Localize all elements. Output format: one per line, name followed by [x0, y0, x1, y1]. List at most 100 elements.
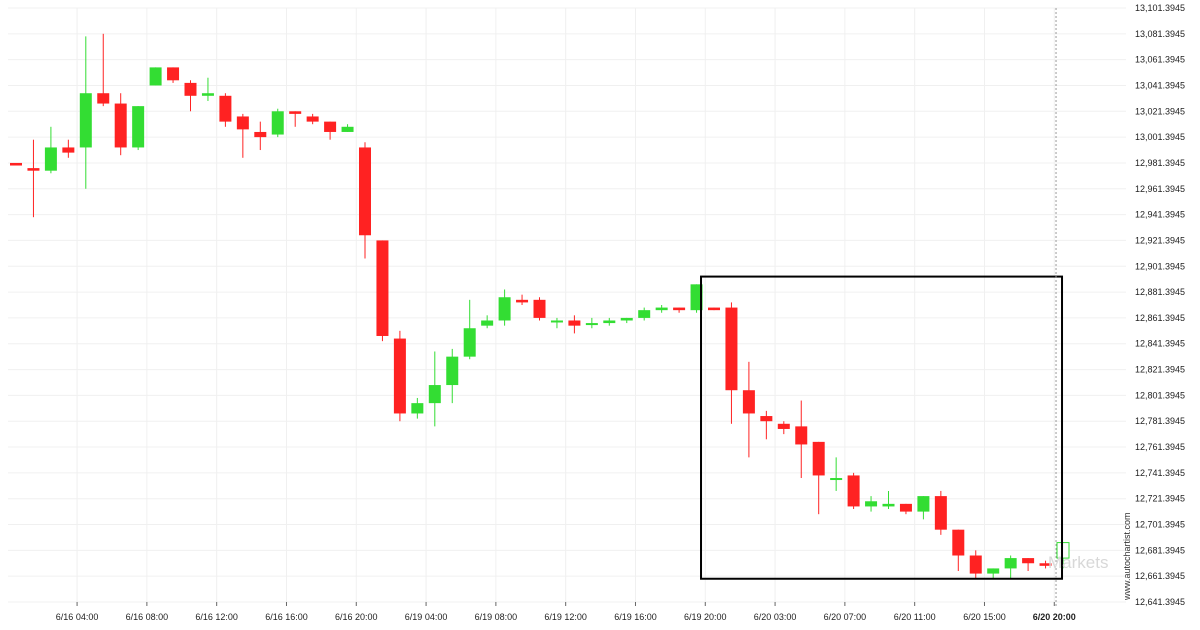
candle — [917, 496, 930, 520]
candle — [708, 307, 720, 311]
candle-body — [725, 307, 738, 391]
candle-body — [673, 307, 686, 311]
x-tick-label: 6/20 11:00 — [894, 612, 936, 622]
candle-body — [603, 320, 616, 324]
candle-body — [708, 307, 720, 311]
candle — [585, 317, 598, 329]
candle-body — [289, 111, 302, 114]
candle — [44, 126, 57, 174]
candle-body — [463, 328, 476, 357]
candle-body — [917, 496, 930, 512]
y-tick-label: 12,761.3945 — [1135, 442, 1185, 452]
candle-body — [114, 103, 127, 148]
x-tick-label: 6/20 07:00 — [824, 612, 867, 622]
candle — [533, 297, 546, 321]
candle-body — [498, 297, 511, 321]
candle — [27, 139, 40, 218]
grid-lines — [8, 7, 1126, 603]
x-tick-label: 6/20 20:00 — [1033, 612, 1076, 622]
candle-body — [934, 496, 947, 530]
candle-body — [882, 503, 895, 507]
candle — [236, 113, 249, 158]
x-tick-label: 6/16 08:00 — [126, 612, 169, 622]
candle — [271, 108, 284, 138]
candle-body — [184, 82, 197, 96]
y-tick-label: 12,921.3945 — [1135, 235, 1185, 245]
candle-body — [760, 416, 773, 422]
candle-body — [690, 284, 703, 311]
candle — [673, 307, 686, 313]
candle — [655, 304, 668, 313]
candle — [899, 503, 912, 515]
candle — [987, 568, 1000, 579]
y-tick-label: 12,681.3945 — [1135, 545, 1185, 555]
candle — [847, 472, 860, 510]
candle-body — [393, 338, 406, 414]
candle — [446, 348, 459, 404]
x-tick-label: 6/19 04:00 — [405, 612, 448, 622]
candle — [638, 307, 651, 321]
candle-body — [952, 529, 965, 556]
candle-body — [620, 317, 633, 321]
candle-body — [132, 106, 145, 148]
x-tick-label: 6/16 04:00 — [56, 612, 99, 622]
candle — [481, 315, 494, 329]
y-tick-label: 13,041.3945 — [1135, 80, 1185, 90]
y-tick-label: 12,801.3945 — [1135, 390, 1185, 400]
candle — [882, 490, 895, 510]
candles — [10, 33, 1070, 579]
candle — [463, 299, 476, 360]
candle-body — [533, 299, 546, 318]
y-tick-label: 12,941.3945 — [1135, 210, 1185, 220]
candle-body — [201, 93, 214, 96]
watermark-logo: Markets — [1048, 553, 1108, 572]
candle-body — [1039, 563, 1052, 566]
watermark-side-text: www.autochartist.com — [1122, 512, 1132, 601]
candle — [516, 294, 529, 305]
candle-body — [550, 320, 563, 323]
pattern-overlay — [700, 8, 1064, 608]
candle — [865, 496, 878, 512]
candle — [550, 317, 563, 329]
candle — [777, 421, 790, 435]
candle-body — [481, 320, 494, 326]
candle-body — [27, 168, 40, 171]
y-tick-label: 13,101.3945 — [1135, 3, 1185, 13]
candle-body — [306, 116, 319, 122]
candle — [1022, 558, 1035, 572]
y-tick-label: 13,061.3945 — [1135, 55, 1185, 65]
y-tick-label: 12,881.3945 — [1135, 287, 1185, 297]
candle — [62, 139, 75, 158]
candle — [725, 302, 738, 424]
candle-body — [795, 426, 808, 445]
candle — [306, 113, 319, 125]
candle — [376, 240, 389, 342]
candle — [79, 36, 92, 189]
candle-body — [568, 320, 581, 326]
candle-body — [428, 385, 441, 404]
y-tick-label: 12,841.3945 — [1135, 339, 1185, 349]
y-tick-label: 13,001.3945 — [1135, 132, 1185, 142]
candle-body — [62, 147, 75, 153]
candle — [795, 400, 808, 479]
candle-body — [899, 503, 912, 512]
y-tick-label: 13,021.3945 — [1135, 106, 1185, 116]
candle — [812, 441, 825, 515]
candle-body — [324, 121, 337, 132]
candle — [132, 106, 145, 151]
candle-body — [742, 390, 755, 414]
candle-body — [969, 555, 982, 574]
candle — [830, 457, 843, 491]
candle-body — [655, 307, 668, 311]
candle-body — [585, 323, 598, 326]
candle-body — [219, 95, 232, 122]
candle — [324, 121, 337, 140]
y-tick-label: 12,861.3945 — [1135, 313, 1185, 323]
candle — [952, 529, 965, 572]
x-tick-label: 6/20 03:00 — [754, 612, 797, 622]
x-tick-label: 6/16 12:00 — [195, 612, 238, 622]
candle-body — [638, 310, 651, 318]
x-tick-label: 6/16 16:00 — [265, 612, 308, 622]
